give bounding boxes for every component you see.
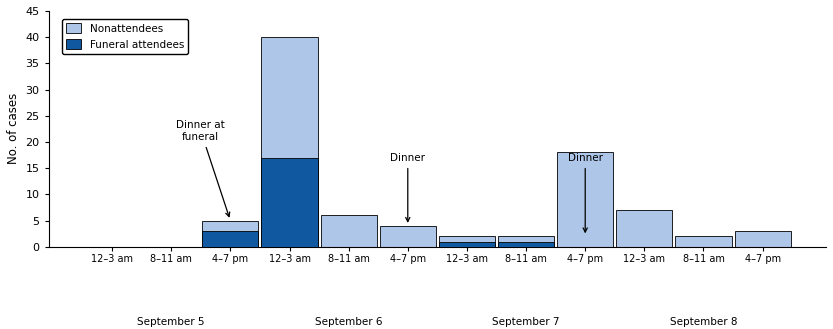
Bar	[676, 236, 731, 247]
Bar	[202, 220, 258, 247]
Bar	[262, 158, 317, 247]
Legend: Nonattendees, Funeral attendees: Nonattendees, Funeral attendees	[62, 18, 188, 54]
Text: Dinner: Dinner	[391, 153, 426, 222]
Bar	[439, 236, 495, 247]
Text: September 7: September 7	[492, 317, 560, 327]
Bar	[202, 231, 258, 247]
Bar	[498, 241, 554, 247]
Bar	[321, 215, 377, 247]
Bar	[439, 241, 495, 247]
Bar	[380, 226, 436, 247]
Text: September 6: September 6	[315, 317, 382, 327]
Bar	[735, 231, 791, 247]
Bar	[498, 236, 554, 247]
Text: Dinner at
funeral: Dinner at funeral	[177, 120, 230, 216]
Text: September 8: September 8	[670, 317, 737, 327]
Y-axis label: No. of cases: No. of cases	[7, 93, 20, 164]
Text: September 5: September 5	[137, 317, 205, 327]
Text: Dinner: Dinner	[568, 153, 603, 232]
Bar	[616, 210, 672, 247]
Bar	[557, 152, 613, 247]
Bar	[262, 37, 317, 247]
